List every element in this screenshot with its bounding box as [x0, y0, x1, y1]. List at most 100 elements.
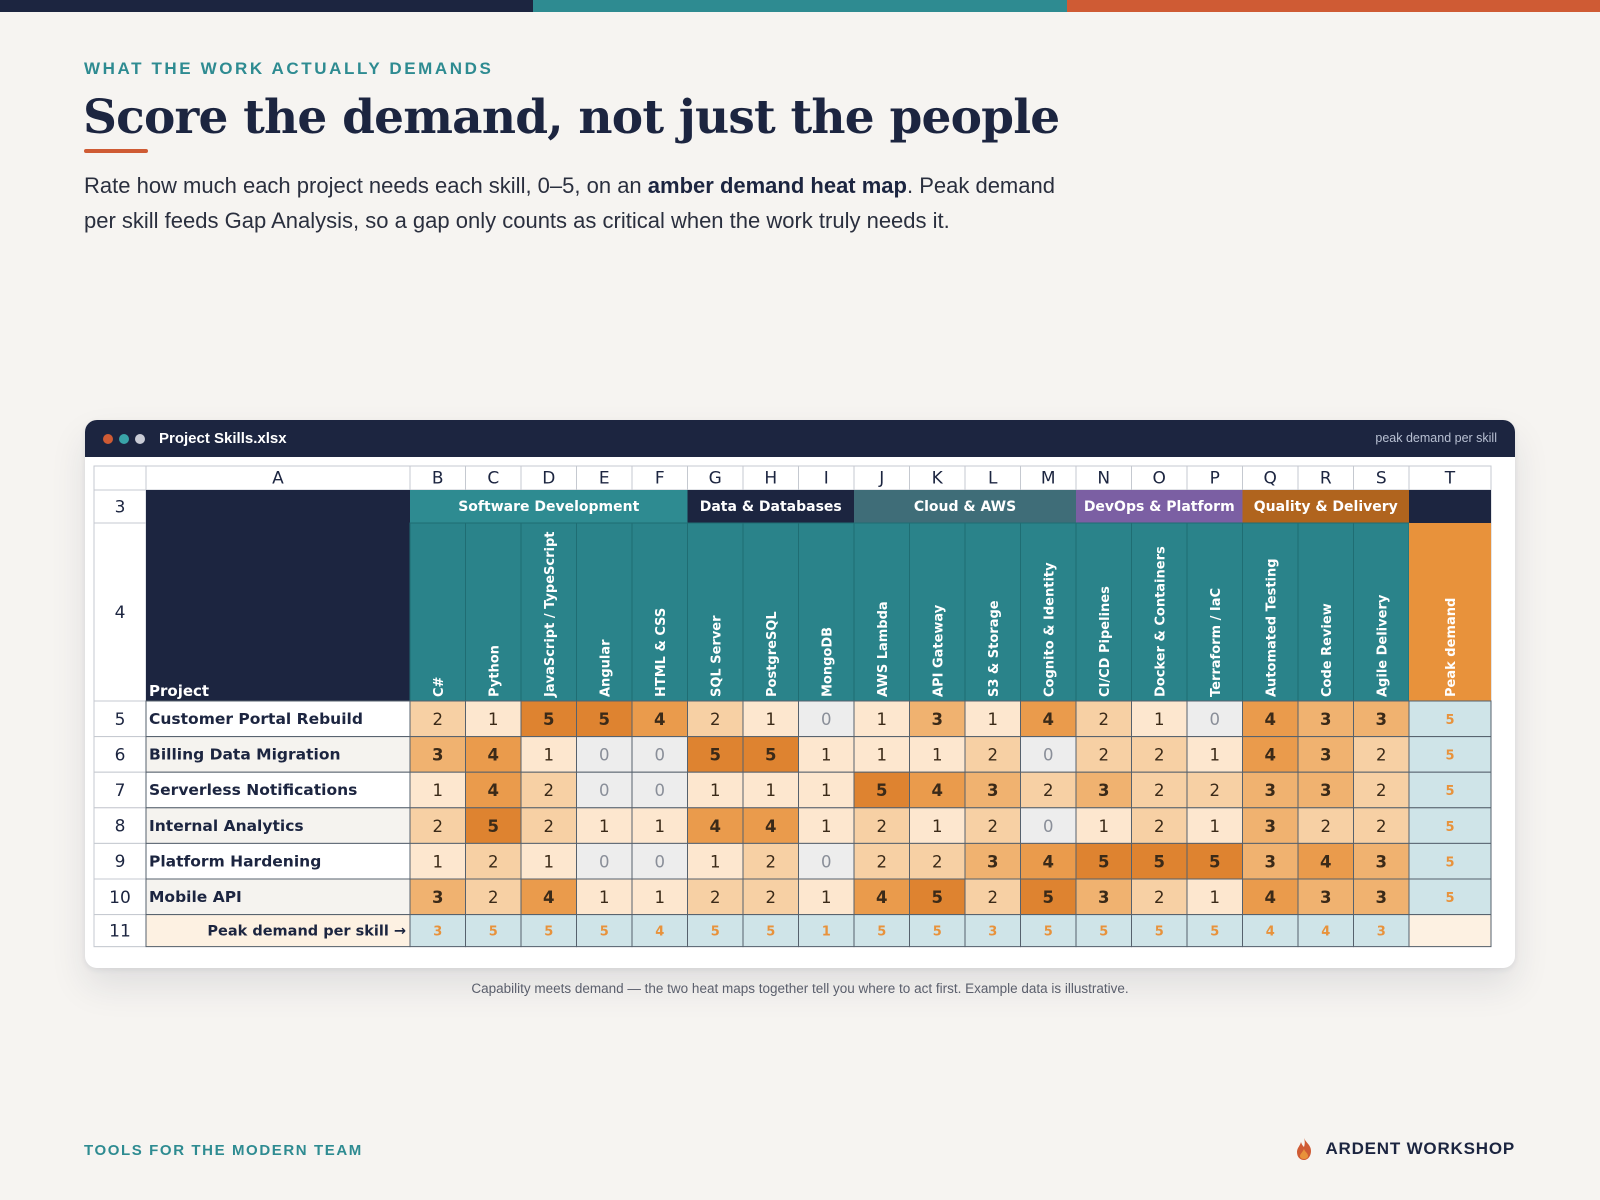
demand-cell — [1297, 771, 1354, 809]
peak-per-skill-cell — [1075, 914, 1132, 948]
row-number: 8 — [115, 817, 126, 837]
column-letter: G — [709, 469, 722, 489]
project-peak-value: 5 — [1445, 784, 1454, 799]
skill-header-cell — [520, 522, 577, 702]
row-number: 9 — [115, 852, 126, 872]
peak-row-label-cell — [145, 914, 411, 948]
window-minimize-dot[interactable] — [119, 433, 129, 444]
peak-per-skill-value: 1 — [822, 925, 831, 940]
skill-header-label: Cognito & Identity — [1042, 562, 1057, 697]
demand-cell — [409, 700, 466, 738]
skill-header-label: Python — [487, 645, 502, 697]
demand-value: 3 — [1320, 746, 1331, 765]
skill-header-label: Terraform / IaC — [1209, 588, 1224, 697]
demand-value: 1 — [655, 888, 666, 907]
demand-value: 1 — [821, 888, 832, 907]
accent-navy — [0, 0, 534, 12]
peak-per-skill-value: 4 — [1266, 925, 1275, 940]
peak-per-skill-value: 3 — [433, 925, 442, 940]
peak-per-skill-value: 5 — [1044, 925, 1053, 940]
demand-cell — [1131, 878, 1188, 916]
column-letter: H — [764, 469, 777, 489]
peak-per-skill-cell — [1297, 914, 1354, 948]
demand-value: 2 — [1376, 781, 1387, 800]
skill-header-label: Docker & Containers — [1153, 546, 1168, 697]
demand-value: 5 — [765, 746, 776, 765]
demand-cell — [742, 700, 799, 738]
demand-value: 1 — [932, 746, 943, 765]
demand-cell — [742, 736, 799, 773]
skill-header-label: AWS Lambda — [876, 601, 891, 697]
demand-value: 4 — [1043, 852, 1054, 871]
project-name: Customer Portal Rebuild — [149, 710, 363, 728]
demand-value: 1 — [766, 781, 777, 800]
peak-per-skill-cell — [798, 914, 855, 948]
skill-group-band — [1242, 490, 1409, 523]
demand-cell — [1131, 771, 1188, 809]
demand-value: 3 — [1376, 888, 1387, 907]
demand-cell — [1020, 807, 1077, 844]
column-header-cell — [909, 465, 966, 491]
column-header-cell — [964, 465, 1021, 491]
demand-cell — [1186, 807, 1243, 844]
demand-cell — [1131, 807, 1188, 844]
lede-text-end: . Peak demand per skill feeds Gap Analys… — [84, 173, 1055, 233]
column-letter: I — [824, 469, 829, 489]
project-peak-value: 5 — [1445, 855, 1454, 870]
peak-header-label: Peak demand — [1444, 598, 1459, 697]
window-zoom-dot[interactable] — [135, 433, 145, 444]
demand-cell — [520, 842, 577, 880]
row-number-cell — [93, 842, 147, 880]
peak-per-skill-value: 5 — [711, 925, 720, 940]
window-close-dot[interactable] — [103, 433, 113, 444]
demand-value: 3 — [932, 710, 943, 729]
demand-value: 2 — [1154, 817, 1165, 836]
demand-value: 0 — [655, 852, 666, 871]
skill-header-label: Agile Delivery — [1375, 594, 1390, 697]
demand-cell — [964, 842, 1021, 880]
demand-cell — [853, 700, 910, 738]
project-peak-value: 5 — [1445, 820, 1454, 835]
peak-per-skill-value: 5 — [1210, 925, 1219, 940]
demand-cell — [465, 878, 522, 916]
demand-cell — [1353, 736, 1410, 773]
demand-cell — [631, 736, 688, 773]
demand-cell — [742, 842, 799, 880]
select-all-corner — [93, 465, 147, 491]
peak-per-skill-cell — [687, 914, 744, 948]
demand-value: 4 — [543, 888, 554, 907]
demand-value: 3 — [1265, 781, 1276, 800]
demand-value: 5 — [543, 710, 554, 729]
row-number-cell — [93, 807, 147, 844]
skill-header-label: PostgreSQL — [765, 611, 780, 697]
peak-per-skill-cell — [631, 914, 688, 948]
window-note: peak demand per skill — [1375, 431, 1497, 445]
demand-value: 2 — [544, 781, 555, 800]
demand-value: 2 — [433, 710, 444, 729]
column-header-cell — [687, 465, 744, 491]
demand-cell — [409, 807, 466, 844]
peak-per-skill-value: 5 — [489, 925, 498, 940]
demand-value: 2 — [488, 852, 499, 871]
column-letter: T — [1444, 469, 1456, 489]
column-letter: R — [1320, 469, 1332, 489]
column-header-cell — [1408, 465, 1492, 491]
demand-cell — [520, 736, 577, 773]
project-name-cell — [145, 736, 411, 773]
demand-value: 2 — [988, 817, 999, 836]
demand-value: 0 — [599, 781, 610, 800]
demand-value: 1 — [1210, 746, 1221, 765]
demand-value: 1 — [1099, 817, 1110, 836]
file-name: Project Skills.xlsx — [159, 430, 287, 447]
demand-value: 2 — [433, 817, 444, 836]
demand-value: 1 — [433, 781, 444, 800]
demand-value: 1 — [988, 710, 999, 729]
demand-value: 4 — [1265, 710, 1276, 729]
demand-value: 2 — [988, 888, 999, 907]
demand-value: 0 — [655, 781, 666, 800]
demand-value: 2 — [1210, 781, 1221, 800]
demand-value: 0 — [1043, 746, 1054, 765]
demand-cell — [742, 807, 799, 844]
demand-value: 3 — [987, 852, 998, 871]
skill-header-cell — [1020, 522, 1077, 702]
